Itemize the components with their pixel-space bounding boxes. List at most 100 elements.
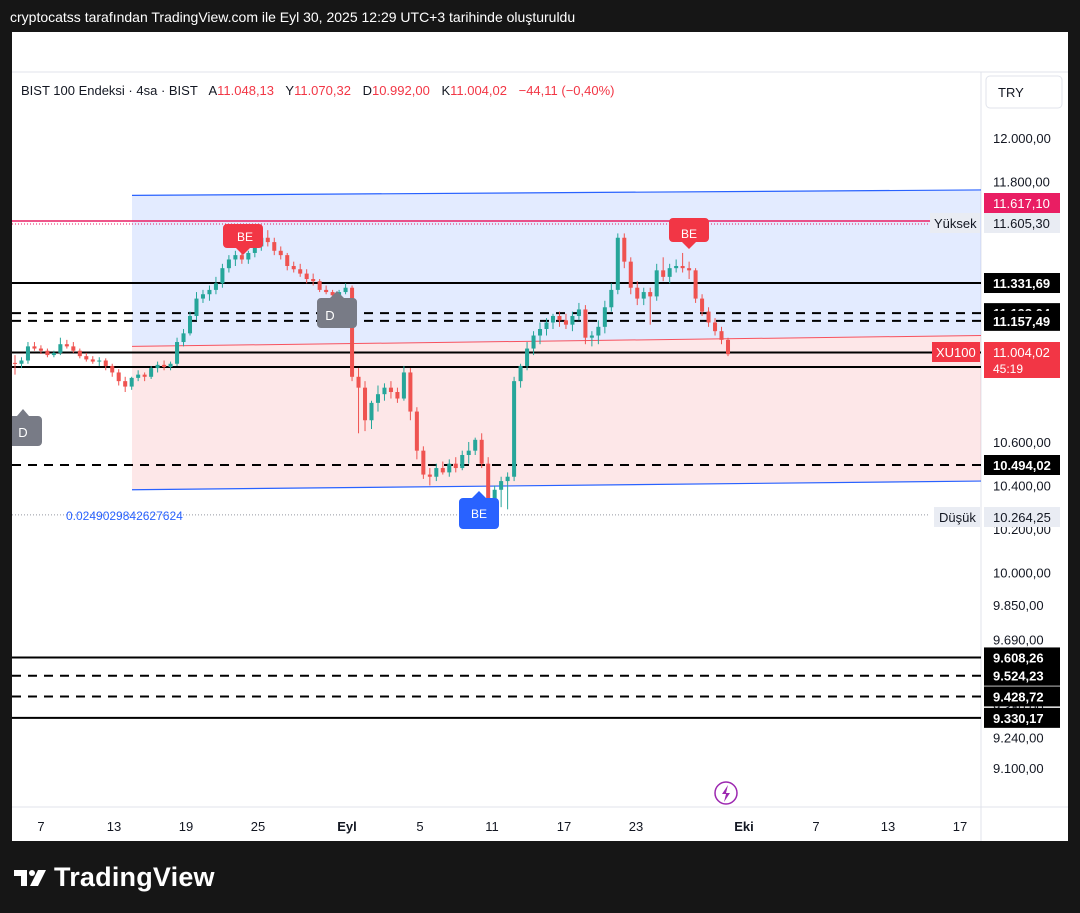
candle-body[interactable] bbox=[207, 289, 212, 295]
signal-be-buy[interactable]: BE bbox=[459, 491, 499, 529]
candle-body[interactable] bbox=[589, 335, 594, 338]
candle-body[interactable] bbox=[596, 326, 601, 336]
candle-body[interactable] bbox=[356, 376, 361, 388]
candle-body[interactable] bbox=[116, 372, 121, 382]
currency-button[interactable] bbox=[985, 75, 1063, 109]
candle-body[interactable] bbox=[110, 365, 115, 373]
candle-body[interactable] bbox=[700, 298, 705, 312]
candle-body[interactable] bbox=[544, 322, 549, 329]
candle-body[interactable] bbox=[492, 489, 497, 499]
candle-body[interactable] bbox=[298, 269, 303, 274]
candle-body[interactable] bbox=[162, 364, 167, 368]
candle-body[interactable] bbox=[155, 364, 160, 369]
candlestick-series[interactable] bbox=[12, 230, 731, 516]
candle-body[interactable] bbox=[136, 374, 141, 378]
candle-body[interactable] bbox=[570, 315, 575, 325]
candle-body[interactable] bbox=[363, 387, 368, 421]
candle-body[interactable] bbox=[175, 342, 180, 364]
candle-body[interactable] bbox=[648, 292, 653, 297]
candle-body[interactable] bbox=[583, 309, 588, 338]
candle-body[interactable] bbox=[505, 476, 510, 482]
candle-body[interactable] bbox=[414, 411, 419, 451]
candle-body[interactable] bbox=[38, 348, 43, 351]
candle-body[interactable] bbox=[77, 350, 82, 357]
channel-upper-line[interactable] bbox=[131, 189, 982, 196]
candle-body[interactable] bbox=[265, 237, 270, 243]
candle-body[interactable] bbox=[654, 270, 659, 297]
candle-body[interactable] bbox=[609, 289, 614, 308]
candle-body[interactable] bbox=[343, 287, 348, 293]
candle-body[interactable] bbox=[674, 265, 679, 269]
candle-body[interactable] bbox=[453, 463, 458, 469]
candle-body[interactable] bbox=[713, 322, 718, 332]
candle-body[interactable] bbox=[200, 294, 205, 299]
candle-body[interactable] bbox=[64, 344, 69, 347]
candle-body[interactable] bbox=[538, 328, 543, 336]
candle-body[interactable] bbox=[123, 381, 128, 387]
candle-body[interactable] bbox=[661, 270, 666, 277]
candle-body[interactable] bbox=[168, 363, 173, 368]
candle-body[interactable] bbox=[25, 346, 30, 361]
candle-body[interactable] bbox=[719, 331, 724, 340]
signal-d-neutral-2[interactable]: D bbox=[12, 409, 42, 446]
flash-icon[interactable] bbox=[714, 781, 738, 805]
candle-body[interactable] bbox=[45, 350, 50, 356]
candle-body[interactable] bbox=[706, 311, 711, 323]
candle-body[interactable] bbox=[246, 252, 251, 260]
candle-body[interactable] bbox=[635, 287, 640, 299]
candle-body[interactable] bbox=[382, 387, 387, 395]
candle-body[interactable] bbox=[12, 362, 18, 364]
candle-body[interactable] bbox=[427, 474, 432, 477]
candle-body[interactable] bbox=[194, 298, 199, 316]
candle-body[interactable] bbox=[129, 377, 134, 387]
channel-mid-line[interactable] bbox=[131, 335, 982, 347]
time-axis[interactable]: 7 13 19 25 Eyl 5 11 17 23 Eki 7 13 17 bbox=[37, 819, 967, 834]
candle-body[interactable] bbox=[401, 372, 406, 399]
candle-body[interactable] bbox=[440, 468, 445, 473]
candle-body[interactable] bbox=[304, 273, 309, 280]
candle-body[interactable] bbox=[324, 289, 329, 293]
candle-body[interactable] bbox=[499, 481, 504, 490]
candle-body[interactable] bbox=[181, 333, 186, 343]
candle-body[interactable] bbox=[103, 360, 108, 366]
signal-be-sell-1[interactable]: BE bbox=[223, 224, 263, 255]
candle-body[interactable] bbox=[187, 315, 193, 334]
candle-body[interactable] bbox=[233, 255, 238, 260]
candle-body[interactable] bbox=[90, 359, 95, 362]
candle-body[interactable] bbox=[557, 315, 562, 321]
candle-body[interactable] bbox=[687, 268, 692, 271]
candle-body[interactable] bbox=[330, 292, 335, 296]
candle-body[interactable] bbox=[460, 455, 465, 469]
candle-body[interactable] bbox=[725, 339, 731, 355]
candle-body[interactable] bbox=[531, 335, 536, 349]
candle-body[interactable] bbox=[693, 270, 698, 299]
candle-body[interactable] bbox=[317, 281, 322, 290]
candle-body[interactable] bbox=[239, 255, 244, 260]
candle-body[interactable] bbox=[252, 246, 257, 253]
candle-body[interactable] bbox=[421, 450, 426, 475]
candle-body[interactable] bbox=[408, 372, 413, 412]
candle-body[interactable] bbox=[680, 265, 685, 269]
candle-body[interactable] bbox=[213, 283, 218, 290]
candle-body[interactable] bbox=[512, 381, 517, 477]
candle-body[interactable] bbox=[84, 356, 89, 360]
candle-body[interactable] bbox=[291, 265, 296, 270]
candle-body[interactable] bbox=[375, 394, 380, 403]
candle-body[interactable] bbox=[350, 287, 355, 377]
candle-body[interactable] bbox=[628, 261, 633, 288]
candle-body[interactable] bbox=[615, 237, 620, 290]
candle-body[interactable] bbox=[602, 307, 607, 327]
chart-frame[interactable]: BE D D BE BE BIST 100 Endeksi · 4sa · BI… bbox=[12, 32, 1068, 841]
candle-body[interactable] bbox=[369, 402, 374, 421]
candle-body[interactable] bbox=[550, 315, 556, 323]
candle-body[interactable] bbox=[19, 360, 24, 364]
chart-canvas[interactable]: BE D D BE BE BIST 100 Endeksi · 4sa · BI… bbox=[12, 32, 1068, 841]
candle-body[interactable] bbox=[486, 463, 491, 499]
candle-body[interactable] bbox=[576, 309, 581, 316]
candle-body[interactable] bbox=[311, 279, 316, 282]
candle-body[interactable] bbox=[622, 237, 627, 262]
candle-body[interactable] bbox=[434, 468, 439, 477]
candle-body[interactable] bbox=[32, 346, 37, 349]
tradingview-logo[interactable]: TradingView bbox=[14, 862, 215, 893]
candle-body[interactable] bbox=[388, 387, 393, 393]
